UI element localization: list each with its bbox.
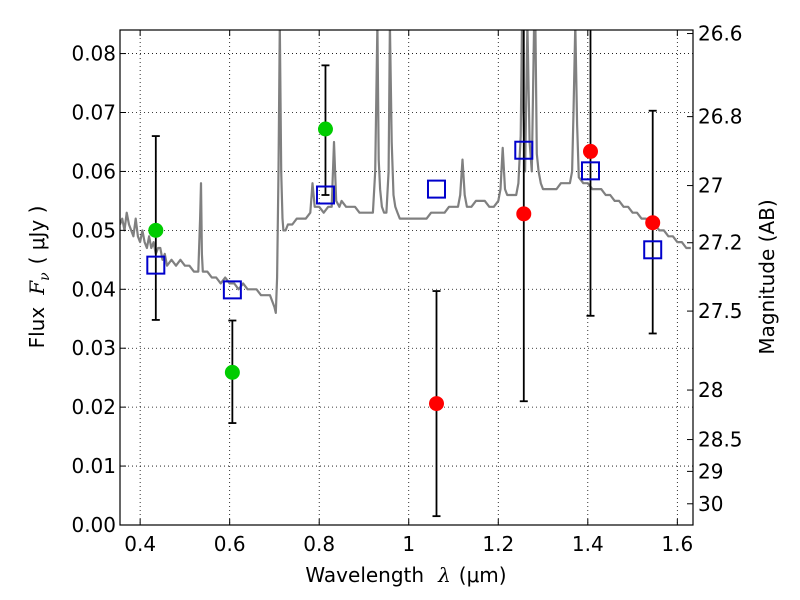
x-axis-label-unit: (μm) [459,563,507,587]
right-tick-label: 26.6 [698,22,743,46]
y-tick-label: 0.00 [71,513,116,537]
model-point [146,255,166,275]
data-point [516,206,532,222]
model-point [514,140,534,160]
model-point [315,185,335,205]
spectrum-line [120,30,691,314]
right-tick-label: 27 [698,174,723,198]
model-point [643,240,663,260]
y-tick-label: 0.07 [71,101,116,125]
y-tick-label: 0.05 [71,218,116,242]
right-tick-label: 29 [698,459,723,483]
data-point [645,215,661,231]
x-tick-label: 0.8 [303,532,335,556]
plot-frame [119,29,694,526]
model-point [222,280,242,300]
y-axis-label-subscript: ν [37,272,53,281]
grid [120,30,693,526]
right-tick-label: 28 [698,378,723,402]
ticks: 0.4 0.6 0.8 1 1.2 1.4 1.6 0.00 0.01 0.02 0.03 0.04 0… [71,22,742,556]
x-tick-label: 0.4 [124,532,156,556]
right-tick-label: 30 [698,492,723,516]
data-point [582,143,598,159]
x-axis-label-text: Wavelength [305,563,424,587]
x-tick-label: 1.6 [661,532,693,556]
y-tick-label: 0.02 [71,395,116,419]
y-axis-label-text: Flux [25,307,49,349]
spectrum-layer [120,30,691,314]
right-tick-label: 26.8 [698,105,743,129]
data-point [317,121,333,137]
data-point [224,364,240,380]
y-tick-label: 0.06 [71,159,116,183]
model-point [426,179,446,199]
y-tick-label: 0.08 [71,42,116,66]
y-tick-label: 0.01 [71,454,116,478]
marker-layer [146,121,663,412]
data-point [148,222,164,238]
right-axis-label: Magnitude (AB) [755,199,779,354]
data-point [428,396,444,412]
x-tick-label: 1.4 [572,532,604,556]
x-axis-label: Wavelength λ (μm) [305,563,506,587]
x-axis-label-symbol: λ [437,563,451,587]
y-axis-label-unit: ( μJy ) [25,206,49,265]
right-tick-label: 27.5 [698,299,743,323]
right-tick-label: 28.5 [698,428,743,452]
y-axis-label: Flux Fν ( μJy ) [25,206,53,349]
x-tick-label: 1 [402,532,415,556]
x-tick-label: 0.6 [214,532,246,556]
model-point [580,161,600,181]
y-axis-label-symbol: F [25,280,49,296]
y-tick-label: 0.04 [71,277,116,301]
x-tick-label: 1.2 [482,532,514,556]
right-tick-label: 27.2 [698,231,743,255]
y-tick-label: 0.03 [71,336,116,360]
